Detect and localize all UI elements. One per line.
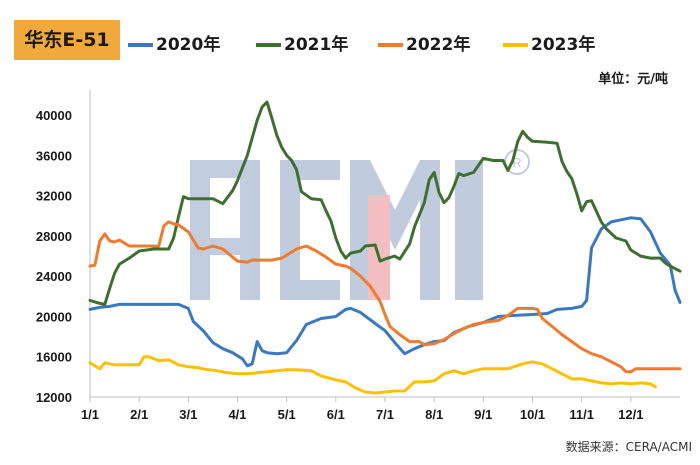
legend-label-2021: 2021年 [284, 35, 349, 55]
chart-title: 华东E-51 [24, 29, 110, 51]
series-lines [88, 100, 682, 395]
x-tick-label: 8/1 [425, 407, 443, 422]
y-tick-label: 32000 [36, 189, 72, 204]
legend-label-2020: 2020年 [156, 35, 221, 55]
x-axis-ticks: 1/1 2/1 3/1 4/1 5/1 6/1 7/1 8/1 9/1 10/1 11/1 12/1 [81, 397, 643, 422]
title-badge: 华东E-51 [14, 20, 120, 60]
acmi-watermark: R [190, 149, 530, 300]
x-tick-label: 11/1 [569, 407, 594, 422]
y-tick-label: 12000 [36, 390, 72, 405]
x-tick-label: 2/1 [130, 407, 148, 422]
series-line-2020 [88, 216, 682, 368]
x-tick-label: 6/1 [327, 407, 345, 422]
legend-swatch-2023 [503, 43, 528, 47]
watermark-letter-i [455, 160, 483, 300]
y-tick-label: 36000 [36, 148, 72, 163]
series-line-2021 [88, 100, 682, 306]
x-tick-label: 10/1 [520, 407, 545, 422]
unit-label: 单位：元/吨 [598, 72, 668, 87]
x-tick-label: 4/1 [228, 407, 246, 422]
x-tick-label: 7/1 [376, 407, 394, 422]
x-tick-label: 5/1 [278, 407, 296, 422]
y-tick-label: 24000 [36, 269, 72, 284]
series-line-2022 [88, 220, 682, 374]
y-tick-label: 40000 [36, 108, 72, 123]
y-axis-ticks: 12000 16000 20000 24000 28000 32000 36000 40000 [36, 108, 72, 405]
watermark-letter-a [190, 160, 260, 300]
x-tick-label: 3/1 [179, 407, 197, 422]
legend-swatch-2020 [128, 43, 153, 47]
y-tick-label: 16000 [36, 350, 72, 365]
x-tick-label: 1/1 [81, 407, 99, 422]
series-line-2023 [88, 355, 657, 395]
y-tick-label: 20000 [36, 309, 72, 324]
watermark-registered-glyph: R [512, 155, 521, 170]
legend-label-2022: 2022年 [406, 35, 471, 55]
x-tick-label: 9/1 [474, 407, 492, 422]
x-tick-label: 12/1 [618, 407, 643, 422]
watermark-letter-c [280, 160, 340, 300]
legend-swatch-2022 [378, 43, 403, 47]
source-label: 数据来源：CERA/ACMI [565, 440, 692, 454]
legend-label-2023: 2023年 [531, 35, 596, 55]
legend-swatch-2021 [256, 43, 281, 47]
y-tick-label: 28000 [36, 229, 72, 244]
watermark-red-bar [368, 195, 390, 300]
